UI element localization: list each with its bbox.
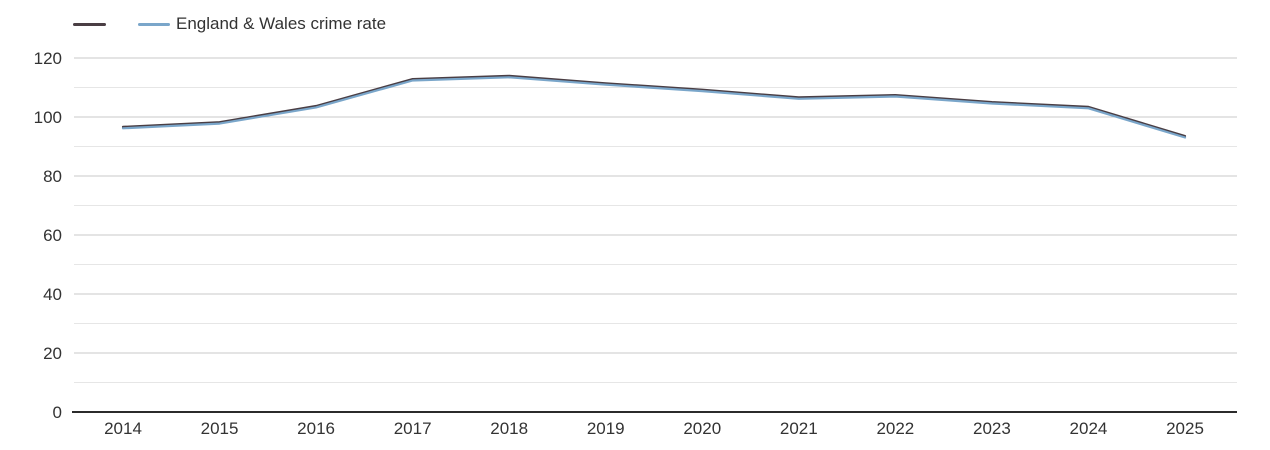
y-tick-label: 100 (34, 108, 62, 127)
x-tick-label: 2015 (201, 419, 239, 438)
x-tick-label: 2019 (587, 419, 625, 438)
series-line-england-wales (121, 76, 1187, 139)
x-tick-label: 2024 (1070, 419, 1108, 438)
x-tick-label: 2018 (490, 419, 528, 438)
x-tick-label: 2021 (780, 419, 818, 438)
x-tick-label: 2025 (1166, 419, 1204, 438)
x-tick-label: 2020 (683, 419, 721, 438)
y-tick-label: 0 (53, 403, 62, 422)
legend-line-swatch-dark (73, 22, 106, 26)
y-tick-label: 60 (43, 226, 62, 245)
y-tick-label: 80 (43, 167, 62, 186)
y-tick-label: 120 (34, 49, 62, 68)
x-tick-label: 2014 (104, 419, 142, 438)
y-tick-label: 20 (43, 344, 62, 363)
x-tick-label: 2023 (973, 419, 1011, 438)
y-tick-label: 40 (43, 285, 62, 304)
legend-line-swatch-blue (138, 22, 170, 26)
legend-item-england-wales: England & Wales crime rate (138, 14, 386, 34)
x-tick-label: 2017 (394, 419, 432, 438)
legend-item-region (73, 22, 106, 26)
x-tick-label: 2022 (876, 419, 914, 438)
chart-legend: England & Wales crime rate (73, 14, 386, 34)
x-tick-label: 2016 (297, 419, 335, 438)
series-line-region (121, 74, 1187, 138)
legend-label-england-wales: England & Wales crime rate (176, 14, 387, 33)
